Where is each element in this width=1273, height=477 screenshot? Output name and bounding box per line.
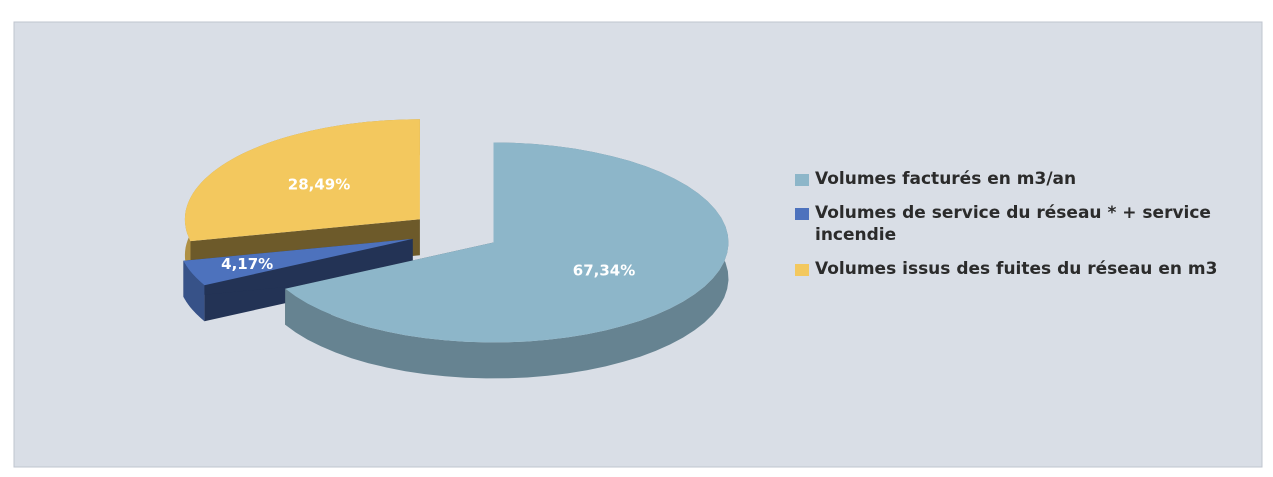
legend-label: Volumes de service du réseau * + service… <box>815 203 1211 245</box>
slice-wall <box>183 238 413 297</box>
legend-swatch <box>795 264 809 276</box>
slice <box>184 119 420 242</box>
data-label: 4,17% <box>221 255 273 273</box>
legend-swatch <box>795 208 809 220</box>
legend-swatch <box>795 174 809 186</box>
legend: Volumes facturés en m3/an Volumes de serv… <box>795 168 1255 292</box>
legend-label: Volumes issus des fuites du réseau en m3 <box>815 259 1218 279</box>
legend-item: Volumes facturés en m3/an <box>795 168 1255 190</box>
legend-item: Volumes de service du réseau * + service… <box>795 202 1255 246</box>
data-label: 28,49% <box>288 175 350 193</box>
slice <box>183 238 413 286</box>
data-label: 67,34% <box>573 261 635 279</box>
legend-label: Volumes facturés en m3/an <box>815 169 1077 189</box>
slice-side <box>183 260 205 322</box>
slice <box>285 142 729 343</box>
legend-item: Volumes issus des fuites du réseau en m3 <box>795 258 1255 280</box>
